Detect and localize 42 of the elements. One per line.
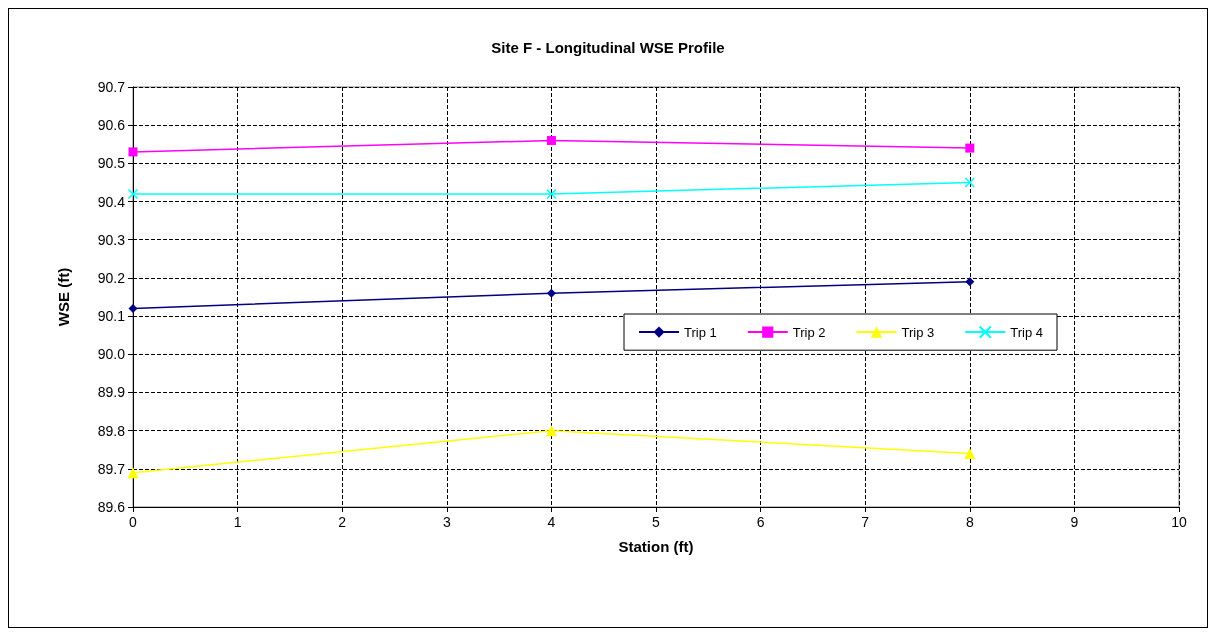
y-tick-label: 90.3 — [97, 231, 126, 248]
point — [546, 288, 556, 298]
y-tick-label: 90.5 — [97, 155, 126, 172]
point — [127, 188, 139, 200]
legend-label: Trip 3 — [901, 324, 935, 340]
y-tick-label: 89.9 — [97, 384, 126, 401]
y-tick-label: 90.4 — [97, 193, 126, 210]
x-tick-label: 8 — [965, 514, 974, 530]
x-tick-label: 7 — [861, 514, 870, 530]
point — [964, 448, 976, 460]
y-tick-label: 90.6 — [97, 117, 126, 134]
x-tick-label: 3 — [442, 514, 451, 530]
x-tick-label: 9 — [1070, 514, 1079, 530]
y-tick-label: 90.7 — [97, 79, 126, 95]
legend-label: Trip 2 — [792, 324, 826, 340]
point — [128, 303, 138, 313]
x-tick-label: 0 — [129, 514, 138, 530]
y-tick-label: 89.6 — [97, 499, 126, 515]
point — [965, 277, 975, 287]
point — [545, 425, 557, 437]
point — [964, 177, 976, 188]
x-tick-label: 1 — [233, 514, 242, 530]
x-tick-label: 5 — [652, 514, 661, 530]
x-tick-label: 6 — [756, 514, 765, 530]
x-tick-label: 10 — [1171, 514, 1187, 530]
y-tick-label: 90.2 — [97, 269, 126, 286]
x-tick-label: 2 — [338, 514, 347, 530]
x-tick-label: 4 — [547, 514, 556, 530]
chart-title: Site F - Longitudinal WSE Profile — [491, 39, 725, 56]
y-tick-label: 90.1 — [97, 308, 126, 325]
point — [546, 188, 557, 200]
x-axis-title: Station (ft) — [618, 538, 694, 555]
y-tick-label: 89.7 — [97, 460, 126, 477]
point — [546, 135, 556, 145]
y-tick-label: 89.8 — [97, 422, 126, 439]
point — [128, 147, 138, 157]
y-tick-label: 90.0 — [97, 346, 126, 363]
point — [127, 467, 139, 479]
legend-label: Trip 1 — [684, 324, 717, 340]
y-axis-title: WSE (ft) — [55, 267, 72, 327]
legend-label: Trip 4 — [1010, 324, 1043, 340]
point — [965, 143, 975, 153]
